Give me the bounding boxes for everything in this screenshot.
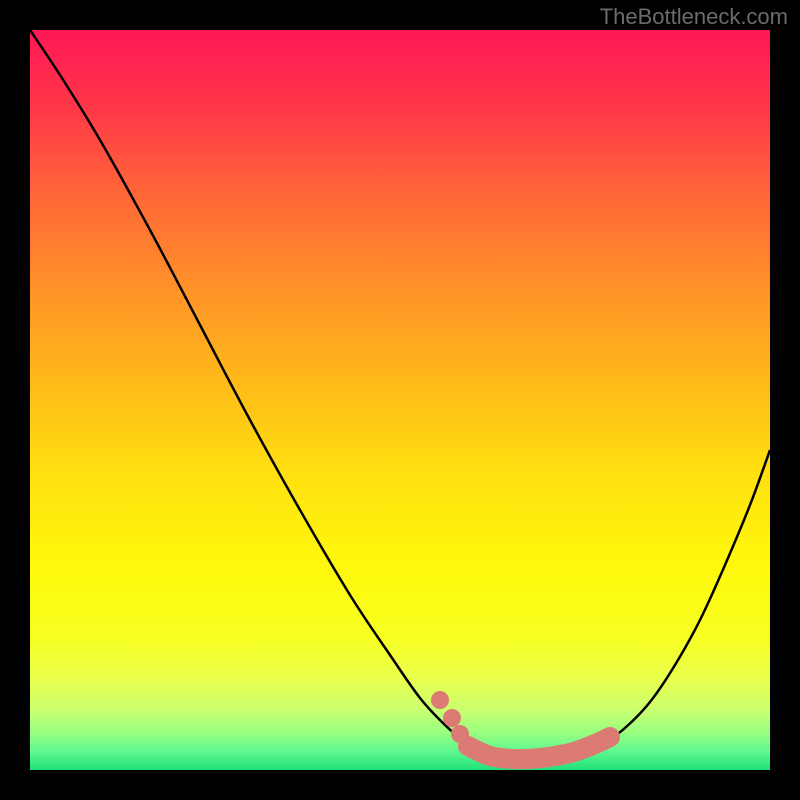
- optimal-range-dot: [443, 709, 461, 727]
- optimal-range-dot: [451, 725, 469, 743]
- optimal-range-dot: [431, 691, 449, 709]
- bottleneck-curve: [30, 30, 770, 759]
- watermark-text: TheBottleneck.com: [600, 4, 788, 30]
- optimal-range-highlight: [431, 691, 610, 759]
- optimal-range-band: [468, 737, 610, 759]
- bottleneck-curve-chart: [0, 0, 800, 800]
